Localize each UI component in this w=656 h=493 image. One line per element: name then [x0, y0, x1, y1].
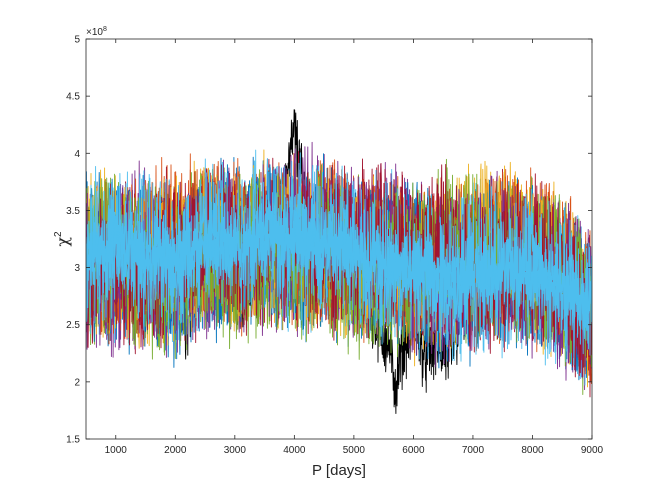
- y-exponent-label: ×108: [86, 26, 107, 38]
- x-tick-label: 6000: [402, 445, 425, 456]
- y-tick-label: 4.5: [66, 92, 80, 103]
- x-tick-label: 2000: [164, 445, 187, 456]
- svg-text:χ2: χ2: [53, 231, 72, 247]
- y-tick-label: 5: [74, 35, 80, 46]
- y-tick-label: 1.5: [66, 435, 80, 446]
- x-tick-label: 5000: [343, 445, 366, 456]
- y-exponent-power: 8: [103, 26, 107, 33]
- y-tick-label: 4: [74, 149, 80, 160]
- y-axis-label-base: χ: [53, 237, 72, 247]
- x-tick-label: 4000: [283, 445, 306, 456]
- y-axis-label: χ2: [53, 231, 72, 247]
- x-tick-label: 8000: [521, 445, 544, 456]
- y-axis-ticks: 1.5 2 2.5 3 3.5 4 4.5 5: [66, 35, 592, 446]
- y-exponent-base: ×10: [86, 27, 103, 38]
- x-axis-ticks: 1000 2000 3000 4000 5000 6000 7000 8000 9000: [105, 39, 604, 456]
- y-axis-label-exp: 2: [53, 231, 64, 237]
- x-tick-label: 3000: [224, 445, 247, 456]
- y-tick-label: 3.5: [66, 206, 80, 217]
- x-tick-label: 1000: [105, 445, 128, 456]
- y-tick-label: 2: [74, 377, 80, 388]
- x-tick-label: 7000: [462, 445, 485, 456]
- plot-area: [86, 109, 592, 414]
- series-line-99: [86, 198, 592, 335]
- y-tick-label: 2.5: [66, 320, 80, 331]
- axes-box: [85, 38, 593, 440]
- x-axis-label: P [days]: [312, 462, 366, 479]
- x-tick-label: 9000: [581, 445, 604, 456]
- y-tick-label: 3: [74, 263, 80, 274]
